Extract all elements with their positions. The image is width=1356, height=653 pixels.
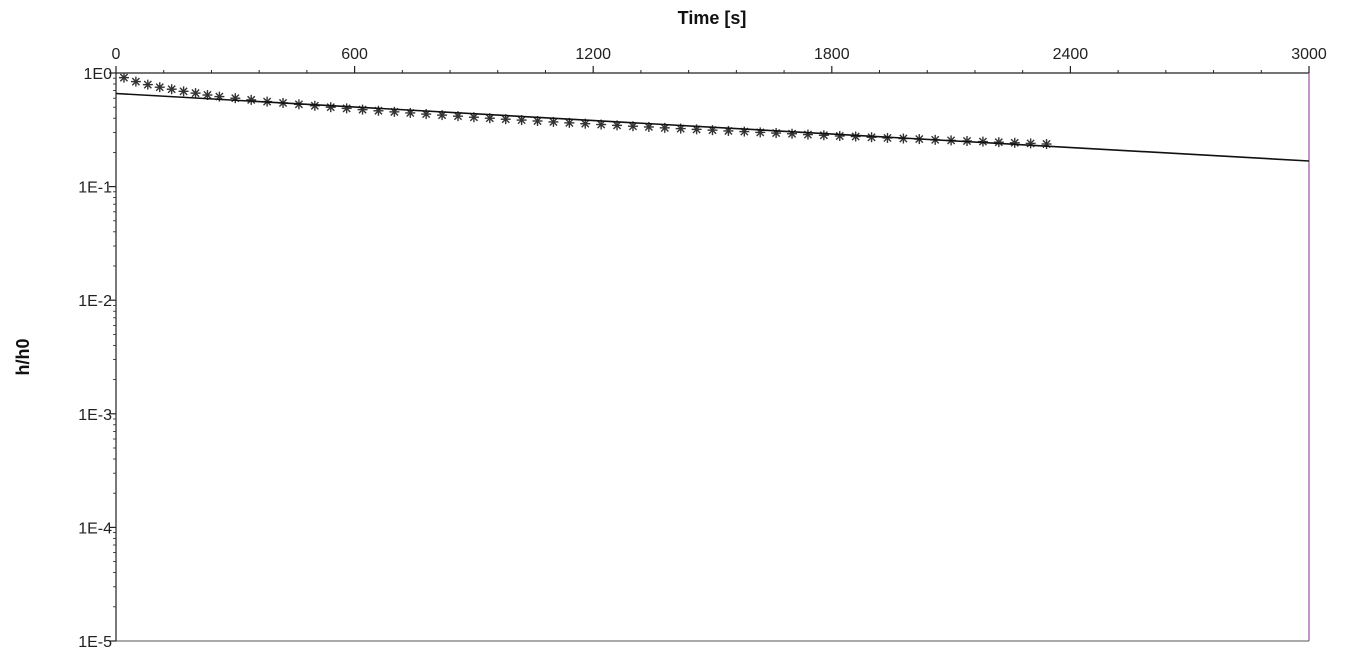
x-tick-label: 1800 <box>814 46 850 63</box>
fit-line <box>115 92 1310 162</box>
y-axis-title: h/h0 <box>13 338 33 375</box>
x-tick-label: 2400 <box>1053 46 1089 63</box>
plot-background <box>116 73 1309 641</box>
data-point <box>130 76 141 87</box>
x-tick-label: 3000 <box>1291 46 1327 63</box>
data-point <box>357 104 368 115</box>
data-point <box>755 127 766 138</box>
data-point <box>548 116 559 127</box>
data-point <box>190 88 201 99</box>
data-point <box>802 129 813 140</box>
y-tick-label: 1E-4 <box>78 520 112 537</box>
data-point <box>118 72 129 83</box>
data-point <box>993 137 1004 148</box>
x-tick-label: 600 <box>341 46 368 63</box>
data-point <box>178 86 189 97</box>
y-tick-label: 1E-2 <box>78 293 112 310</box>
data-point <box>516 115 527 126</box>
x-axis-title: Time [s] <box>678 8 747 28</box>
data-point <box>341 103 352 114</box>
y-tick-label: 1E-5 <box>78 634 112 651</box>
x-tick-label: 0 <box>112 46 121 63</box>
x-tick-label: 1200 <box>575 46 611 63</box>
data-point <box>1009 137 1020 148</box>
data-point <box>1025 138 1036 149</box>
data-point <box>154 82 165 93</box>
data-point <box>500 114 511 125</box>
data-point <box>373 105 384 116</box>
data-point <box>787 128 798 139</box>
y-axis: 1E0 1E-1 1E-2 1E-3 1E-4 1E-5 <box>78 66 116 651</box>
data-point <box>850 131 861 142</box>
data-point <box>977 136 988 147</box>
data-point <box>325 102 336 113</box>
y-tick-label: 1E-1 <box>78 180 112 197</box>
plot-frame <box>115 72 1310 642</box>
data-point <box>142 79 153 90</box>
data-point <box>166 84 177 95</box>
data-point <box>834 130 845 141</box>
data-point <box>771 128 782 139</box>
series-layer <box>115 72 1310 162</box>
y-tick-label: 1E-3 <box>78 407 112 424</box>
data-point <box>246 94 257 105</box>
data-point <box>818 130 829 141</box>
data-point <box>1041 139 1052 150</box>
x-axis: 0 600 1200 1800 2400 3000 <box>112 46 1327 73</box>
data-point <box>230 93 241 104</box>
y-tick-label: 1E0 <box>84 66 113 83</box>
